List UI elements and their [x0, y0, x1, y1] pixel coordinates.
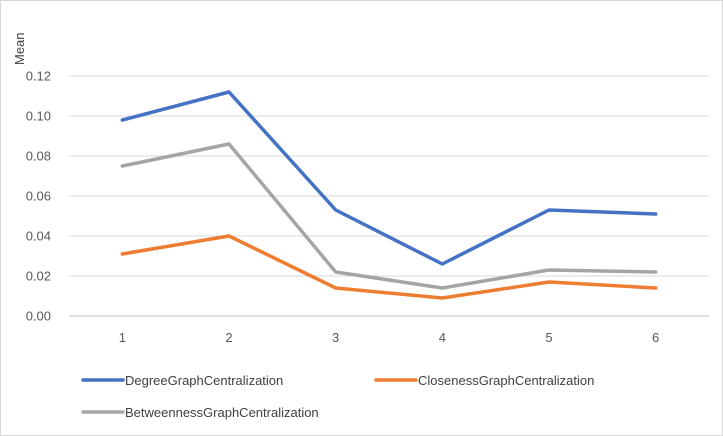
x-tick-label: 2 — [225, 330, 232, 345]
x-tick-label: 6 — [652, 330, 659, 345]
series-line-1 — [120, 234, 658, 300]
y-tick-label: 0.04 — [26, 229, 51, 244]
x-axis-ticks: 1 2 3 4 5 6 — [119, 330, 660, 345]
y-axis-ticks: 0.00 0.02 0.04 0.06 0.08 0.10 0.12 — [26, 69, 51, 324]
legend-label: ClosenessGraphCentralization — [418, 373, 594, 388]
legend: DegreeGraphCentralization ClosenessGraphC… — [81, 373, 594, 420]
y-tick-label: 0.00 — [26, 309, 51, 324]
series-lines — [120, 90, 658, 300]
x-tick-label: 4 — [439, 330, 446, 345]
series-line-2 — [120, 142, 658, 290]
legend-label: BetweennessGraphCentralization — [125, 405, 319, 420]
y-tick-label: 0.02 — [26, 269, 51, 284]
y-tick-label: 0.12 — [26, 69, 51, 84]
x-tick-label: 5 — [545, 330, 552, 345]
y-tick-label: 0.10 — [26, 109, 51, 124]
y-tick-label: 0.06 — [26, 189, 51, 204]
y-axis-title: Mean — [12, 32, 27, 65]
x-tick-label: 1 — [119, 330, 126, 345]
x-tick-label: 3 — [332, 330, 339, 345]
legend-entry: ClosenessGraphCentralization — [374, 373, 594, 388]
legend-entry: DegreeGraphCentralization — [81, 373, 283, 388]
legend-label: DegreeGraphCentralization — [125, 373, 283, 388]
y-tick-label: 0.08 — [26, 149, 51, 164]
legend-entry: BetweennessGraphCentralization — [81, 405, 319, 420]
series-line-0 — [120, 90, 658, 266]
